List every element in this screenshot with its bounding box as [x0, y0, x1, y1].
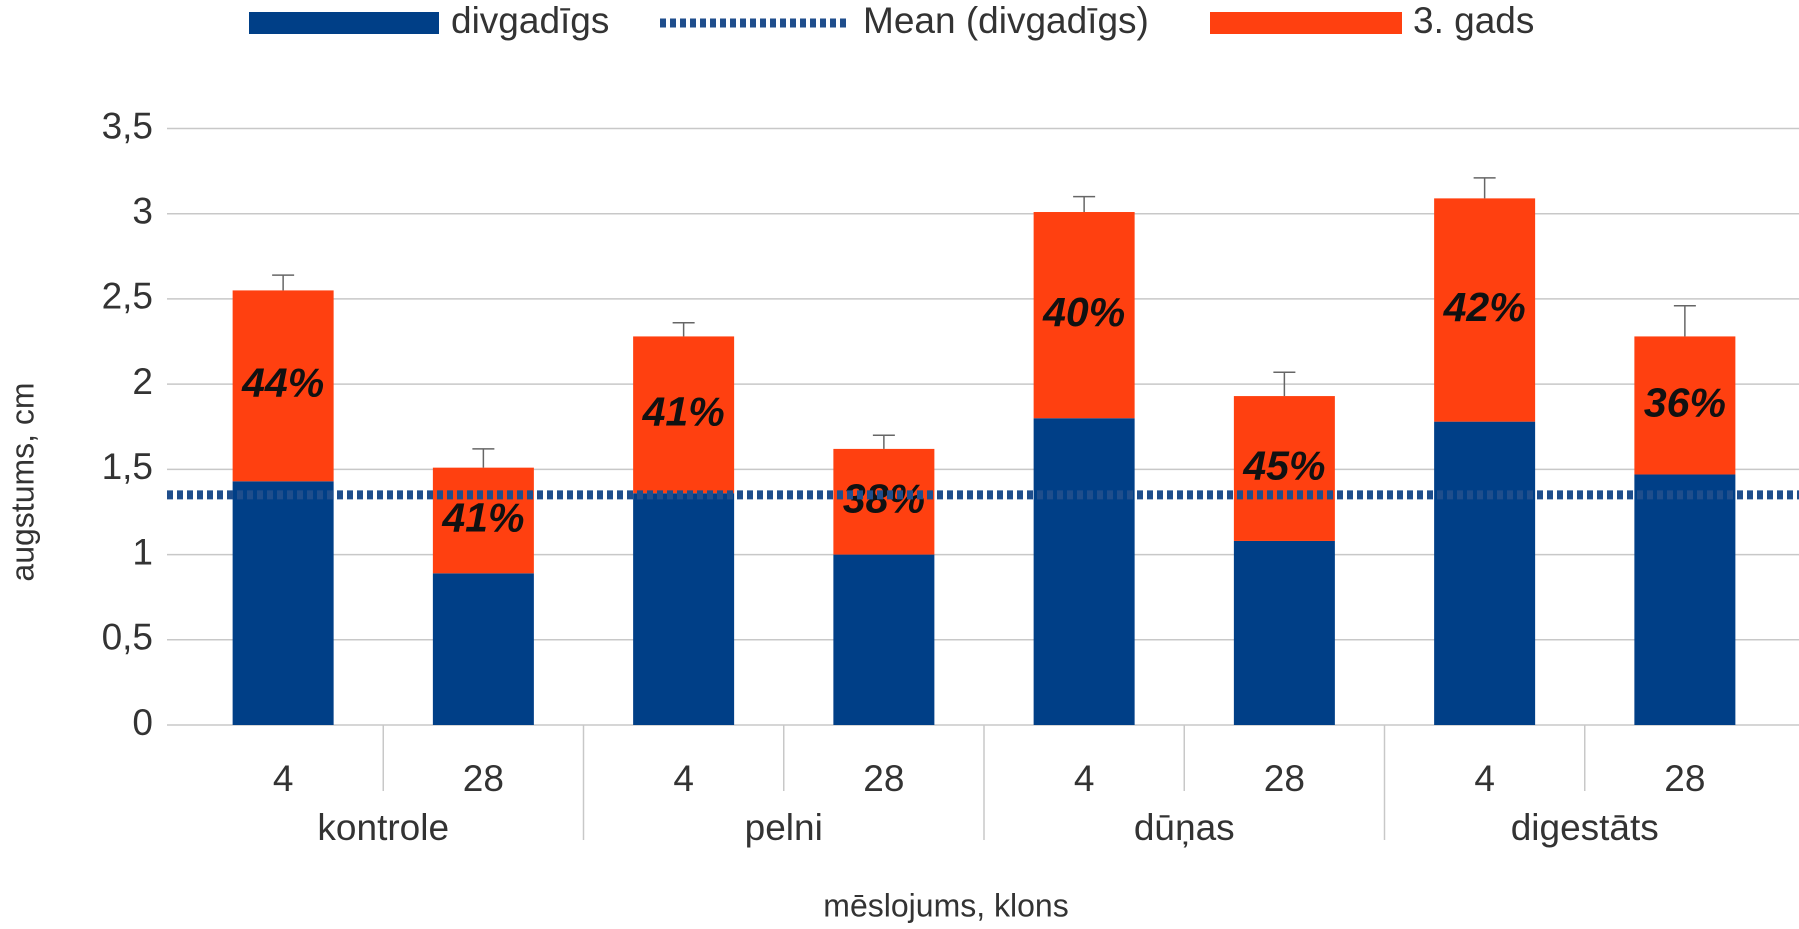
x-tick-label: 4 — [273, 758, 294, 799]
legend-label: Mean (divgadīgs) — [863, 0, 1149, 41]
bar-segment — [432, 467, 534, 574]
x-tick-label: 28 — [1264, 758, 1305, 799]
y-tick-label: 0,5 — [102, 617, 153, 658]
bar-segment — [1233, 396, 1335, 541]
x-axis-title: mēslojums, klons — [823, 887, 1068, 923]
y-tick-label: 2,5 — [102, 276, 153, 317]
bar-segment — [232, 481, 334, 725]
bar-segment — [232, 290, 334, 482]
group-label: pelni — [745, 807, 823, 848]
y-tick-label: 3 — [132, 190, 153, 231]
bar-annotation: 36% — [1644, 379, 1726, 425]
bar-segment — [1634, 474, 1736, 725]
x-tick-label: 4 — [673, 758, 694, 799]
y-tick-label: 0 — [132, 702, 153, 743]
bar-segment — [833, 554, 935, 725]
bar-annotation: 41% — [441, 494, 524, 540]
bar-segment — [833, 448, 935, 555]
y-tick-label: 3,5 — [102, 105, 153, 146]
x-tick-label: 4 — [1074, 758, 1095, 799]
y-axis-title: augstums, cm — [4, 382, 40, 581]
bar-segment — [1434, 198, 1536, 422]
group-label: kontrole — [317, 807, 449, 848]
bar-segment — [432, 573, 534, 725]
bar-segment — [1634, 336, 1736, 475]
bar-annotation: 41% — [642, 389, 725, 435]
legend-label: 3. gads — [1413, 0, 1534, 41]
legend-swatch — [249, 12, 439, 34]
bar-segment — [1434, 421, 1536, 725]
bar-segment — [633, 336, 735, 494]
x-tick-label: 4 — [1474, 758, 1495, 799]
bar-segment — [1033, 212, 1135, 419]
bar-annotation: 42% — [1443, 284, 1526, 330]
x-tick-label: 28 — [463, 758, 504, 799]
bar-segment — [1233, 540, 1335, 725]
x-tick-label: 28 — [1664, 758, 1705, 799]
bar-annotation: 40% — [1042, 289, 1125, 335]
group-label: dūņas — [1134, 807, 1235, 848]
bar-segment — [633, 493, 735, 725]
group-label: digestāts — [1511, 807, 1659, 848]
legend-swatch — [1210, 12, 1402, 34]
bar-annotation: 44% — [241, 360, 324, 406]
bar-annotation: 45% — [1242, 442, 1325, 488]
bar-segment — [1033, 418, 1135, 725]
legend-label: divgadīgs — [451, 0, 609, 41]
y-tick-label: 1 — [132, 531, 153, 572]
y-tick-label: 2 — [132, 361, 153, 402]
x-tick-label: 28 — [863, 758, 904, 799]
y-tick-label: 1,5 — [102, 446, 153, 487]
